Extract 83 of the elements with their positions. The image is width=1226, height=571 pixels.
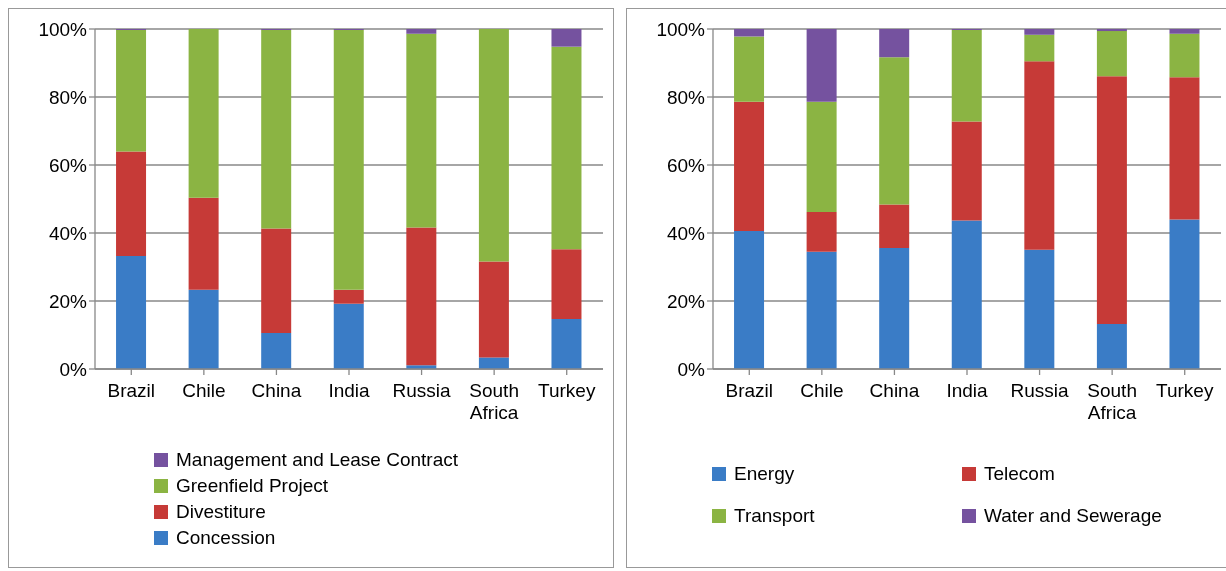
y-tick-label: 80% (666, 86, 706, 108)
bar (188, 289, 219, 369)
legend-label: Energy (734, 463, 795, 485)
bar (406, 227, 437, 366)
bar (1169, 29, 1200, 34)
bar (734, 36, 765, 102)
bar (806, 251, 837, 369)
y-tick-label: 0% (59, 358, 88, 380)
bar (261, 228, 292, 333)
x-tick-label: China (869, 380, 920, 401)
bar (951, 121, 982, 221)
bar (734, 101, 765, 231)
bar (261, 332, 292, 369)
legend-label: Water and Sewerage (984, 505, 1162, 527)
bar (551, 319, 582, 369)
bar (1096, 31, 1127, 77)
bar (879, 29, 910, 58)
bar (1024, 61, 1055, 250)
bar (478, 357, 509, 369)
bar (116, 151, 147, 257)
bar (879, 204, 910, 248)
bar (261, 30, 292, 229)
x-tick-label: Brazil (725, 380, 774, 401)
x-tick-label: Brazil (107, 380, 156, 401)
bar (1024, 249, 1055, 369)
bar (806, 211, 837, 252)
bar (188, 29, 219, 198)
bar (551, 249, 582, 320)
x-tick-label: India (328, 380, 371, 401)
y-tick-label: 40% (48, 222, 88, 244)
x-tick-label: South Africa (1087, 380, 1137, 423)
legend-label: Concession (176, 527, 276, 549)
x-tick-label: Russia (1010, 380, 1070, 401)
bar (734, 230, 765, 369)
bar (879, 57, 910, 205)
bar (1169, 219, 1200, 369)
bar (188, 197, 219, 290)
bar (478, 261, 509, 358)
bar (1169, 33, 1200, 78)
legend-label: Telecom (984, 463, 1055, 485)
bar (333, 303, 364, 369)
bar (1169, 77, 1200, 220)
bar (1024, 34, 1055, 62)
bar (333, 289, 364, 304)
x-tick-label: South Africa (469, 380, 519, 423)
y-tick-label: 80% (48, 86, 88, 108)
y-tick-label: 20% (666, 290, 706, 312)
bar (951, 30, 982, 122)
bar (116, 256, 147, 369)
legend-label: Management and Lease Contract (176, 449, 459, 471)
bar (406, 33, 437, 228)
x-tick-label: Chile (182, 380, 226, 401)
legend-label: Divestiture (176, 501, 266, 523)
x-tick-label: India (946, 380, 989, 401)
x-tick-label: China (251, 380, 302, 401)
bar (734, 29, 765, 37)
bar (951, 220, 982, 369)
y-tick-label: 60% (666, 154, 706, 176)
y-tick-label: 0% (677, 358, 706, 380)
y-tick-label: 60% (48, 154, 88, 176)
y-tick-label: 100% (38, 18, 88, 40)
bar (116, 30, 147, 152)
bar (879, 247, 910, 369)
bar (1096, 29, 1127, 32)
y-tick-label: 40% (666, 222, 706, 244)
bar (478, 29, 509, 262)
x-tick-label: Turkey (1156, 380, 1214, 401)
legend-label: Greenfield Project (176, 475, 329, 497)
bar (551, 29, 582, 47)
bar (333, 30, 364, 290)
bar (406, 29, 437, 34)
x-tick-label: Chile (800, 380, 844, 401)
bar (806, 101, 837, 212)
bar (1024, 29, 1055, 35)
bar (1096, 324, 1127, 369)
bar (806, 29, 837, 102)
x-tick-label: Russia (392, 380, 452, 401)
legend-label: Transport (734, 505, 815, 527)
bar (1096, 76, 1127, 325)
x-tick-label: Turkey (538, 380, 596, 401)
bar (551, 46, 582, 250)
y-tick-label: 100% (656, 18, 706, 40)
y-tick-label: 20% (48, 290, 88, 312)
